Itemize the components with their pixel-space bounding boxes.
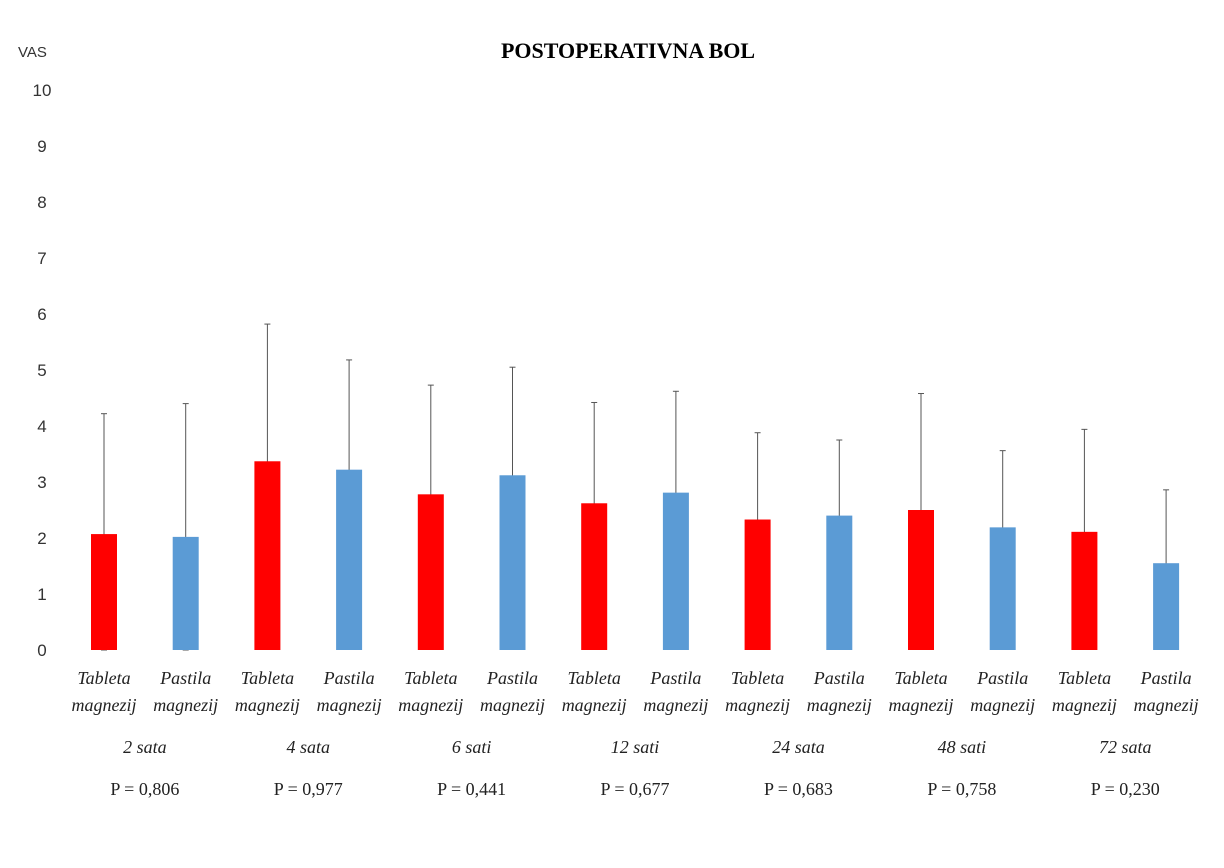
bar — [254, 461, 281, 650]
category-label: Tableta — [731, 668, 784, 688]
time-label: 48 sati — [938, 737, 987, 757]
time-label: 24 sata — [772, 737, 825, 757]
category-label: magnezij — [153, 695, 218, 715]
bars — [91, 461, 1180, 650]
category-label: magnezij — [643, 695, 708, 715]
y-tick-label: 2 — [37, 529, 46, 548]
bar — [826, 515, 853, 650]
category-label: magnezij — [562, 695, 627, 715]
category-label: magnezij — [398, 695, 463, 715]
y-tick-label: 9 — [37, 137, 46, 156]
bar — [1071, 531, 1098, 650]
category-label: Pastila — [1140, 668, 1192, 688]
y-tick-label: 6 — [37, 305, 46, 324]
bar — [744, 519, 771, 650]
y-tick-label: 1 — [37, 585, 46, 604]
time-label: 4 sata — [286, 737, 330, 757]
category-label: magnezij — [889, 695, 954, 715]
category-label: magnezij — [317, 695, 382, 715]
category-label: Pastila — [323, 668, 375, 688]
group-labels: 2 sata P = 0,806 4 sata P = 0,977 6 sati P = … — [110, 737, 1159, 799]
category-label: Tableta — [241, 668, 294, 688]
bar — [1153, 563, 1180, 650]
category-label: Tableta — [77, 668, 130, 688]
category-label: magnezij — [1134, 695, 1199, 715]
category-label: magnezij — [725, 695, 790, 715]
time-label: 6 sati — [452, 737, 492, 757]
p-value: P = 0,758 — [927, 779, 996, 799]
category-label: magnezij — [480, 695, 545, 715]
bar — [172, 536, 199, 650]
bar — [417, 494, 444, 650]
category-label: magnezij — [807, 695, 872, 715]
category-label: Tableta — [404, 668, 457, 688]
p-value: P = 0,683 — [764, 779, 833, 799]
chart-title: POSTOPERATIVNA BOL — [501, 38, 755, 63]
time-label: 2 sata — [123, 737, 167, 757]
bar — [989, 527, 1016, 650]
category-label: Pastila — [159, 668, 211, 688]
bar — [581, 503, 608, 650]
bar — [91, 534, 117, 650]
p-value: P = 0,977 — [274, 779, 343, 799]
y-tick-label: 5 — [37, 361, 46, 380]
category-label: Pastila — [813, 668, 865, 688]
category-label: Tableta — [894, 668, 947, 688]
y-tick-label: 8 — [37, 193, 46, 212]
category-label: Pastila — [976, 668, 1028, 688]
y-tick-label: 7 — [37, 249, 46, 268]
time-label: 12 sati — [611, 737, 660, 757]
y-tick-label: 3 — [37, 473, 46, 492]
category-label: Pastila — [649, 668, 701, 688]
category-label: magnezij — [970, 695, 1035, 715]
p-value: P = 0,677 — [601, 779, 670, 799]
category-label: Pastila — [486, 668, 538, 688]
y-tick-label: 10 — [33, 81, 52, 100]
y-ticks: 0 1 2 3 4 5 6 7 8 9 10 — [33, 81, 52, 660]
bar — [908, 510, 934, 650]
p-value: P = 0,230 — [1091, 779, 1160, 799]
category-label: magnezij — [235, 695, 300, 715]
category-label: magnezij — [1052, 695, 1117, 715]
category-label: magnezij — [72, 695, 137, 715]
y-axis-label: VAS — [18, 44, 47, 61]
bar — [662, 492, 689, 650]
bar — [336, 469, 363, 650]
p-value: P = 0,441 — [437, 779, 506, 799]
time-label: 72 sata — [1099, 737, 1152, 757]
category-labels: Tableta magnezij Pastila magnezij Tableta mag… — [72, 668, 1199, 715]
category-label: Tableta — [568, 668, 621, 688]
bar — [499, 475, 526, 650]
category-label: Tableta — [1058, 668, 1111, 688]
y-tick-label: 0 — [37, 641, 46, 660]
y-tick-label: 4 — [37, 417, 46, 436]
p-value: P = 0,806 — [110, 779, 179, 799]
